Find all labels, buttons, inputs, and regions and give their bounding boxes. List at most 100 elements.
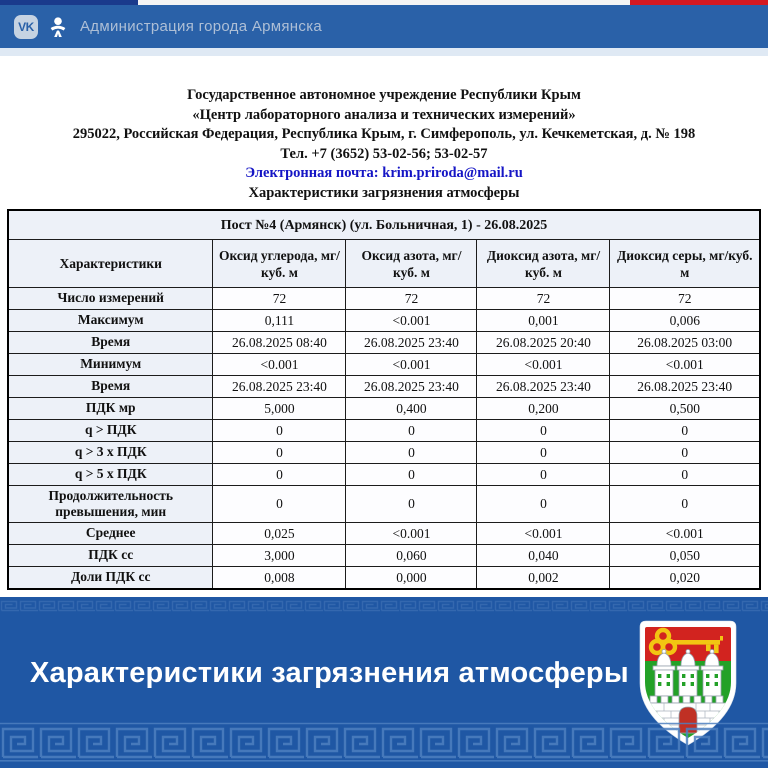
value-cell: <0.001: [476, 522, 611, 545]
row-label-cell: ПДК сс: [7, 544, 214, 567]
table-title: Пост №4 (Армянск) (ул. Больничная, 1) - …: [7, 209, 761, 240]
value-cell: 0: [609, 419, 761, 442]
value-cell: 0: [609, 463, 761, 486]
row-label-cell: Число измерений: [7, 287, 214, 310]
value-cell: 0: [212, 419, 347, 442]
value-cell: 26.08.2025 08:40: [212, 331, 347, 354]
value-cell: 26.08.2025 03:00: [609, 331, 761, 354]
table-row: Число измерений 72 72 72 72: [7, 287, 761, 310]
value-cell: 0,060: [345, 544, 478, 567]
value-cell: 26.08.2025 23:40: [476, 375, 611, 398]
value-cell: 0: [609, 485, 761, 523]
value-cell: <0.001: [609, 522, 761, 545]
letterhead: Государственное автономное учреждение Ре…: [0, 56, 768, 203]
value-cell: 26.08.2025 23:40: [609, 375, 761, 398]
value-cell: 0,200: [476, 397, 611, 420]
value-cell: 26.08.2025 20:40: [476, 331, 611, 354]
pollution-table: Пост №4 (Армянск) (ул. Больничная, 1) - …: [6, 209, 762, 590]
table-row: ПДК сс 3,000 0,060 0,040 0,050: [7, 544, 761, 567]
banner: Характеристики загрязнения атмосферы: [0, 597, 768, 768]
value-cell: 0,002: [476, 566, 611, 590]
column-header: Оксид азота, мг/куб. м: [345, 239, 478, 288]
value-cell: 0,050: [609, 544, 761, 567]
letterhead-email: Электронная почта: krim.priroda@mail.ru: [245, 165, 523, 181]
value-cell: <0.001: [476, 353, 611, 376]
value-cell: 26.08.2025 23:40: [345, 375, 478, 398]
flag-strip-white: [138, 0, 630, 5]
table-row: Максимум 0,111 <0.001 0,001 0,006: [7, 309, 761, 332]
value-cell: 0: [345, 419, 478, 442]
table-row: ПДК мр 5,000 0,400 0,200 0,500: [7, 397, 761, 420]
meander-pattern-top: [0, 599, 768, 612]
value-cell: 0: [345, 485, 478, 523]
table-title-row: Пост №4 (Армянск) (ул. Больничная, 1) - …: [7, 209, 761, 240]
value-cell: 0: [609, 441, 761, 464]
value-cell: 0,025: [212, 522, 347, 545]
value-cell: 0,400: [345, 397, 478, 420]
value-cell: 0: [476, 485, 611, 523]
value-cell: 0: [345, 441, 478, 464]
letterhead-address: 295022, Российская Федерация, Республика…: [72, 126, 696, 142]
topbar-title: Администрация города Армянска: [80, 18, 323, 35]
column-header: Характеристики: [7, 239, 214, 288]
value-cell: 0,008: [212, 566, 347, 590]
value-cell: <0.001: [212, 353, 347, 376]
value-cell: 0: [212, 485, 347, 523]
table-row: q > ПДК 0 0 0 0: [7, 419, 761, 442]
value-cell: 0,000: [345, 566, 478, 590]
value-cell: 0: [345, 463, 478, 486]
flag-strip-red: [630, 0, 768, 5]
value-cell: 3,000: [212, 544, 347, 567]
letterhead-org-line1: Государственное автономное учреждение Ре…: [187, 87, 581, 103]
table-row: q > 3 x ПДК 0 0 0 0: [7, 441, 761, 464]
flag-strip: [0, 0, 768, 5]
letterhead-phone: Тел. +7 (3652) 53-02-56; 53-02-57: [280, 145, 488, 162]
row-label-cell: Минимум: [7, 353, 214, 376]
value-cell: 5,000: [212, 397, 347, 420]
row-label-cell: Время: [7, 375, 214, 398]
row-label-cell: q > 5 x ПДК: [7, 463, 214, 486]
value-cell: 0: [476, 419, 611, 442]
value-cell: 0,040: [476, 544, 611, 567]
banner-title: Характеристики загрязнения атмосферы: [30, 657, 629, 689]
value-cell: 72: [476, 287, 611, 310]
table-row: Среднее 0,025 <0.001 <0.001 <0.001: [7, 522, 761, 545]
vk-icon[interactable]: VK: [14, 14, 38, 39]
table-row: Продолжительность превышения, мин 0 0 0 0: [7, 485, 761, 523]
table-row: Время 26.08.2025 08:40 26.08.2025 23:40 26.…: [7, 331, 761, 354]
flag-strip-blue: [0, 0, 138, 5]
row-label-cell: Время: [7, 331, 214, 354]
value-cell: 72: [609, 287, 761, 310]
value-cell: 0: [212, 441, 347, 464]
table-row: q > 5 x ПДК 0 0 0 0: [7, 463, 761, 486]
table-row: Минимум <0.001 <0.001 <0.001 <0.001: [7, 353, 761, 376]
row-label-cell: Среднее: [7, 522, 214, 545]
value-cell: 0,500: [609, 397, 761, 420]
value-cell: 0: [476, 441, 611, 464]
ok-icon[interactable]: [47, 15, 69, 39]
value-cell: 0,006: [609, 309, 761, 332]
row-label-cell: Продолжительность превышения, мин: [7, 485, 214, 523]
row-label-cell: q > 3 x ПДК: [7, 441, 214, 464]
value-cell: 26.08.2025 23:40: [345, 331, 478, 354]
row-label-cell: ПДК мр: [7, 397, 214, 420]
value-cell: 26.08.2025 23:40: [212, 375, 347, 398]
column-header: Диоксид серы, мг/куб. м: [609, 239, 761, 288]
value-cell: 72: [345, 287, 478, 310]
table-row: Доли ПДК сс 0,008 0,000 0,002 0,020: [7, 566, 761, 590]
value-cell: 0,020: [609, 566, 761, 590]
meander-pattern-bottom: [0, 722, 768, 762]
row-label-cell: q > ПДК: [7, 419, 214, 442]
value-cell: <0.001: [345, 309, 478, 332]
value-cell: 0: [476, 463, 611, 486]
value-cell: <0.001: [609, 353, 761, 376]
column-header: Оксид углерода, мг/куб. м: [212, 239, 347, 288]
letterhead-org-line2: «Центр лабораторного анализа и техническ…: [192, 106, 576, 123]
row-label-cell: Доли ПДК сс: [7, 566, 214, 590]
value-cell: 72: [212, 287, 347, 310]
key-icon: [648, 627, 723, 656]
column-header: Диоксид азота, мг/куб. м: [476, 239, 611, 288]
value-cell: 0: [212, 463, 347, 486]
topbar-shadow: [0, 48, 768, 56]
document: Государственное автономное учреждение Ре…: [0, 56, 768, 613]
